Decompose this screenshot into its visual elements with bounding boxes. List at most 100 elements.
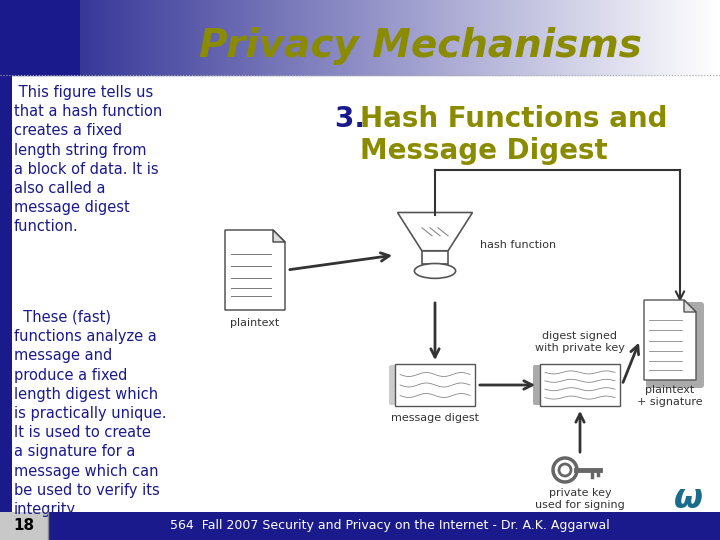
Bar <box>329 0 330 75</box>
Bar <box>541 0 542 75</box>
Bar <box>17 0 18 75</box>
Bar <box>352 0 353 75</box>
Bar <box>137 0 138 75</box>
Bar <box>264 0 265 75</box>
Bar <box>364 0 365 75</box>
Bar <box>327 0 328 75</box>
Bar <box>670 0 671 75</box>
Bar <box>642 0 643 75</box>
Bar <box>569 0 570 75</box>
Bar <box>658 0 659 75</box>
Bar <box>179 0 180 75</box>
Bar <box>518 0 519 75</box>
Bar <box>570 0 571 75</box>
Bar <box>462 0 463 75</box>
Bar <box>370 0 371 75</box>
Bar <box>466 0 467 75</box>
Bar <box>407 0 408 75</box>
Bar <box>562 0 563 75</box>
Bar <box>397 0 398 75</box>
Bar <box>619 0 620 75</box>
Circle shape <box>559 464 571 476</box>
Bar <box>532 0 533 75</box>
Bar <box>429 0 430 75</box>
Bar <box>128 0 129 75</box>
Bar <box>635 0 636 75</box>
Bar <box>553 0 554 75</box>
Bar <box>557 0 558 75</box>
Bar <box>248 0 249 75</box>
Ellipse shape <box>415 264 456 279</box>
Bar <box>552 0 553 75</box>
Bar <box>13 0 14 75</box>
Bar <box>203 0 204 75</box>
Bar <box>362 0 363 75</box>
Bar <box>401 0 402 75</box>
Bar <box>527 0 528 75</box>
Bar <box>259 0 260 75</box>
Bar <box>679 0 680 75</box>
Bar <box>217 0 218 75</box>
Bar <box>452 0 453 75</box>
Bar <box>533 0 534 75</box>
Bar <box>672 0 673 75</box>
Bar <box>288 0 289 75</box>
Bar <box>4 0 5 75</box>
Bar <box>682 0 683 75</box>
Bar <box>706 0 707 75</box>
Bar <box>261 0 262 75</box>
Bar <box>718 0 719 75</box>
Bar <box>136 0 137 75</box>
Bar <box>629 0 630 75</box>
Bar <box>274 0 275 75</box>
Bar <box>643 0 644 75</box>
Bar <box>10 0 11 75</box>
Bar <box>459 0 460 75</box>
Bar <box>639 0 640 75</box>
Bar <box>53 0 54 75</box>
Bar <box>191 0 192 75</box>
Bar <box>14 0 15 75</box>
Bar <box>396 0 397 75</box>
Bar <box>347 0 348 75</box>
Bar <box>578 0 579 75</box>
Bar <box>355 0 356 75</box>
Bar <box>414 0 415 75</box>
Bar <box>151 0 152 75</box>
Bar <box>717 0 718 75</box>
Bar <box>235 0 236 75</box>
Bar <box>281 0 282 75</box>
Bar <box>64 0 65 75</box>
Bar <box>492 0 493 75</box>
Bar <box>6 0 7 75</box>
Bar <box>255 0 256 75</box>
Bar <box>214 0 215 75</box>
Bar <box>145 0 146 75</box>
Bar <box>443 0 444 75</box>
Bar <box>287 0 288 75</box>
Bar <box>351 0 352 75</box>
Bar <box>400 0 401 75</box>
Bar <box>500 0 501 75</box>
Bar <box>103 0 104 75</box>
Bar <box>349 0 350 75</box>
Bar <box>674 0 675 75</box>
Bar <box>86 0 87 75</box>
Bar <box>196 0 197 75</box>
Bar <box>168 0 169 75</box>
Bar <box>133 0 134 75</box>
Bar <box>596 0 597 75</box>
Bar <box>249 0 250 75</box>
Bar <box>521 0 522 75</box>
Bar <box>270 0 271 75</box>
Text: digest signed
with private key: digest signed with private key <box>535 332 625 353</box>
Bar <box>348 0 349 75</box>
Bar <box>321 0 322 75</box>
Bar <box>30 0 31 75</box>
Bar <box>702 0 703 75</box>
Bar <box>175 0 176 75</box>
Bar <box>127 0 128 75</box>
Bar <box>490 0 491 75</box>
Bar <box>15 0 16 75</box>
Bar <box>516 0 517 75</box>
